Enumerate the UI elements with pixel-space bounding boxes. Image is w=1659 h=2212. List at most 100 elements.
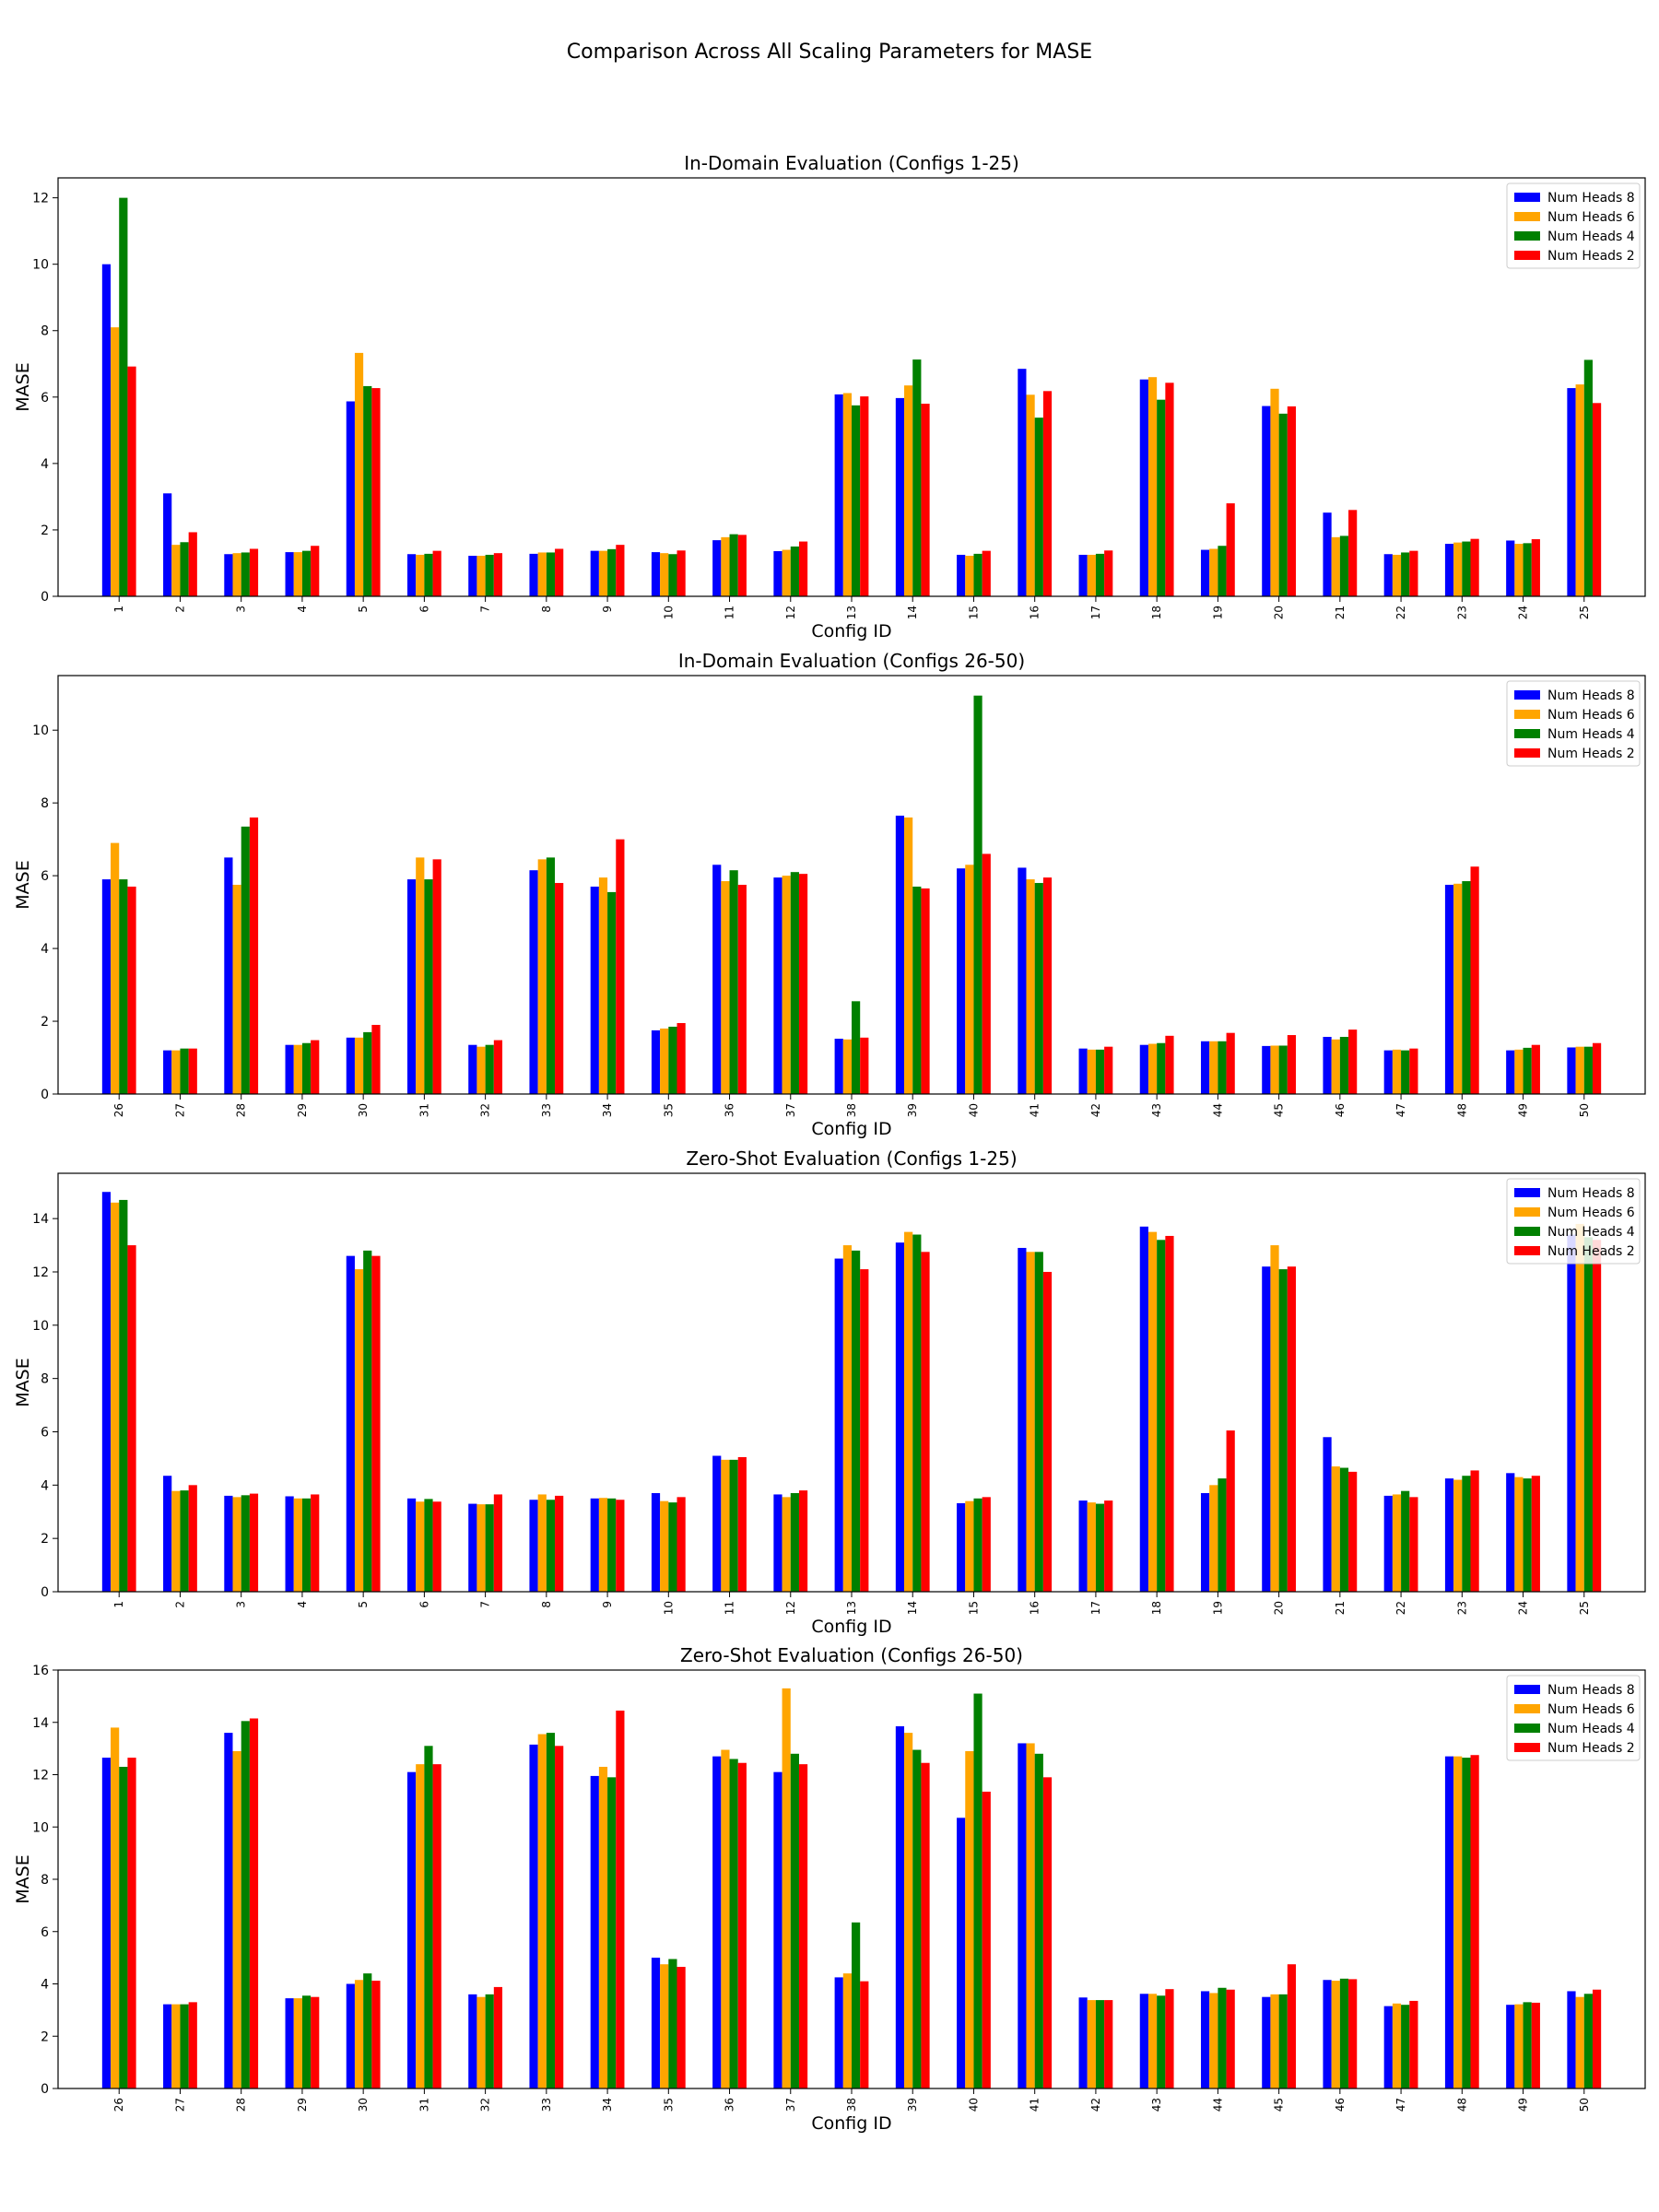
bar: [860, 1037, 869, 1094]
panel-title: Zero-Shot Evaluation (Configs 26-50): [680, 1644, 1023, 1666]
bar: [1200, 1493, 1210, 1592]
x-tick-label: 32: [479, 1103, 492, 1117]
x-tick-label: 38: [845, 2098, 858, 2112]
bar: [424, 1499, 433, 1592]
bar: [1506, 1473, 1515, 1592]
x-tick-label: 17: [1089, 1601, 1102, 1615]
bar: [1348, 1471, 1358, 1592]
x-tick-label: 47: [1394, 1103, 1407, 1117]
bar: [1026, 1743, 1035, 2088]
legend-box: [1506, 1675, 1641, 1761]
bar: [590, 886, 599, 1094]
bar: [1095, 2000, 1105, 2088]
bar: [616, 545, 625, 596]
bar: [1278, 413, 1288, 596]
bar: [241, 1495, 250, 1592]
bar: [598, 1766, 608, 2088]
bar: [912, 1749, 922, 2088]
bar: [668, 1959, 677, 2088]
bar: [111, 1202, 120, 1592]
bar: [1034, 1753, 1043, 2088]
x-tick-label: 48: [1455, 2098, 1468, 2112]
bar: [1278, 1994, 1288, 2088]
x-tick-label: 29: [296, 1103, 309, 1117]
bar: [660, 553, 669, 596]
bar: [432, 550, 441, 596]
x-tick-label: 10: [662, 606, 675, 619]
legend-box: [1506, 1178, 1641, 1265]
x-tick-label: 18: [1150, 606, 1163, 619]
bar: [1287, 1964, 1297, 2088]
bar: [1339, 1467, 1349, 1592]
bar: [1270, 1245, 1279, 1592]
bar: [1104, 1046, 1113, 1094]
legend-entry: Num Heads 4: [1547, 229, 1635, 244]
bar: [1575, 384, 1584, 596]
bar: [965, 1500, 974, 1592]
y-tick-label: 0: [41, 590, 49, 605]
bar: [651, 1493, 661, 1592]
x-tick-label: 50: [1578, 1103, 1591, 1117]
legend-entry: Num Heads 6: [1547, 1702, 1635, 1717]
bar: [1401, 552, 1410, 596]
bar: [1348, 1979, 1358, 2088]
bar: [493, 553, 503, 596]
bar: [354, 1037, 364, 1094]
bar: [1157, 1240, 1166, 1592]
bar: [301, 1498, 312, 1592]
bar: [982, 1497, 991, 1592]
x-tick-label: 29: [296, 2098, 309, 2112]
x-tick-label: 5: [357, 1601, 370, 1608]
bar: [982, 1791, 991, 2088]
bar: [311, 1040, 320, 1094]
bar: [782, 1497, 791, 1592]
y-tick-label: 10: [32, 258, 49, 273]
bar: [180, 1048, 189, 1094]
bar: [468, 556, 477, 596]
bar: [311, 546, 320, 596]
bar: [249, 1718, 259, 2088]
bar: [1339, 1037, 1349, 1094]
bar: [1262, 406, 1271, 596]
bar: [224, 1495, 233, 1592]
bar: [921, 1762, 930, 2088]
bar: [729, 1459, 738, 1592]
bar: [1078, 554, 1088, 596]
bar: [311, 1494, 320, 1592]
bar: [432, 1764, 441, 2088]
bar: [1200, 1041, 1210, 1094]
bar: [555, 1495, 564, 1592]
bar: [1462, 1758, 1471, 2088]
bar: [1462, 881, 1471, 1094]
bar: [965, 1750, 974, 2088]
bar: [188, 1048, 197, 1094]
x-tick-label: 13: [845, 1601, 858, 1615]
bar: [1409, 2000, 1418, 2088]
legend-swatch: [1514, 193, 1540, 202]
x-tick-label: 25: [1578, 606, 1591, 619]
bar: [1462, 1476, 1471, 1592]
bar: [1087, 1049, 1096, 1094]
bar: [1139, 1044, 1148, 1094]
bar: [782, 876, 791, 1094]
bar: [432, 859, 441, 1094]
legend-entry: Num Heads 8: [1547, 1683, 1635, 1698]
legend-entry: Num Heads 6: [1547, 708, 1635, 723]
bar: [1470, 1470, 1479, 1592]
bar: [1323, 1980, 1332, 2088]
bar: [101, 264, 112, 596]
bar: [712, 865, 722, 1094]
bar: [1575, 1223, 1584, 1592]
y-tick-label: 2: [41, 2030, 49, 2044]
bar: [1592, 403, 1602, 596]
bar: [406, 879, 417, 1094]
bar: [1453, 1756, 1463, 2088]
bar: [1218, 1478, 1227, 1592]
x-tick-label: 34: [601, 1103, 614, 1117]
bar: [1383, 2006, 1393, 2088]
x-tick-label: 50: [1578, 2098, 1591, 2112]
x-tick-label: 39: [906, 1103, 919, 1117]
bar: [1095, 553, 1105, 596]
bar: [171, 1490, 181, 1592]
y-tick-label: 0: [41, 1585, 49, 1600]
